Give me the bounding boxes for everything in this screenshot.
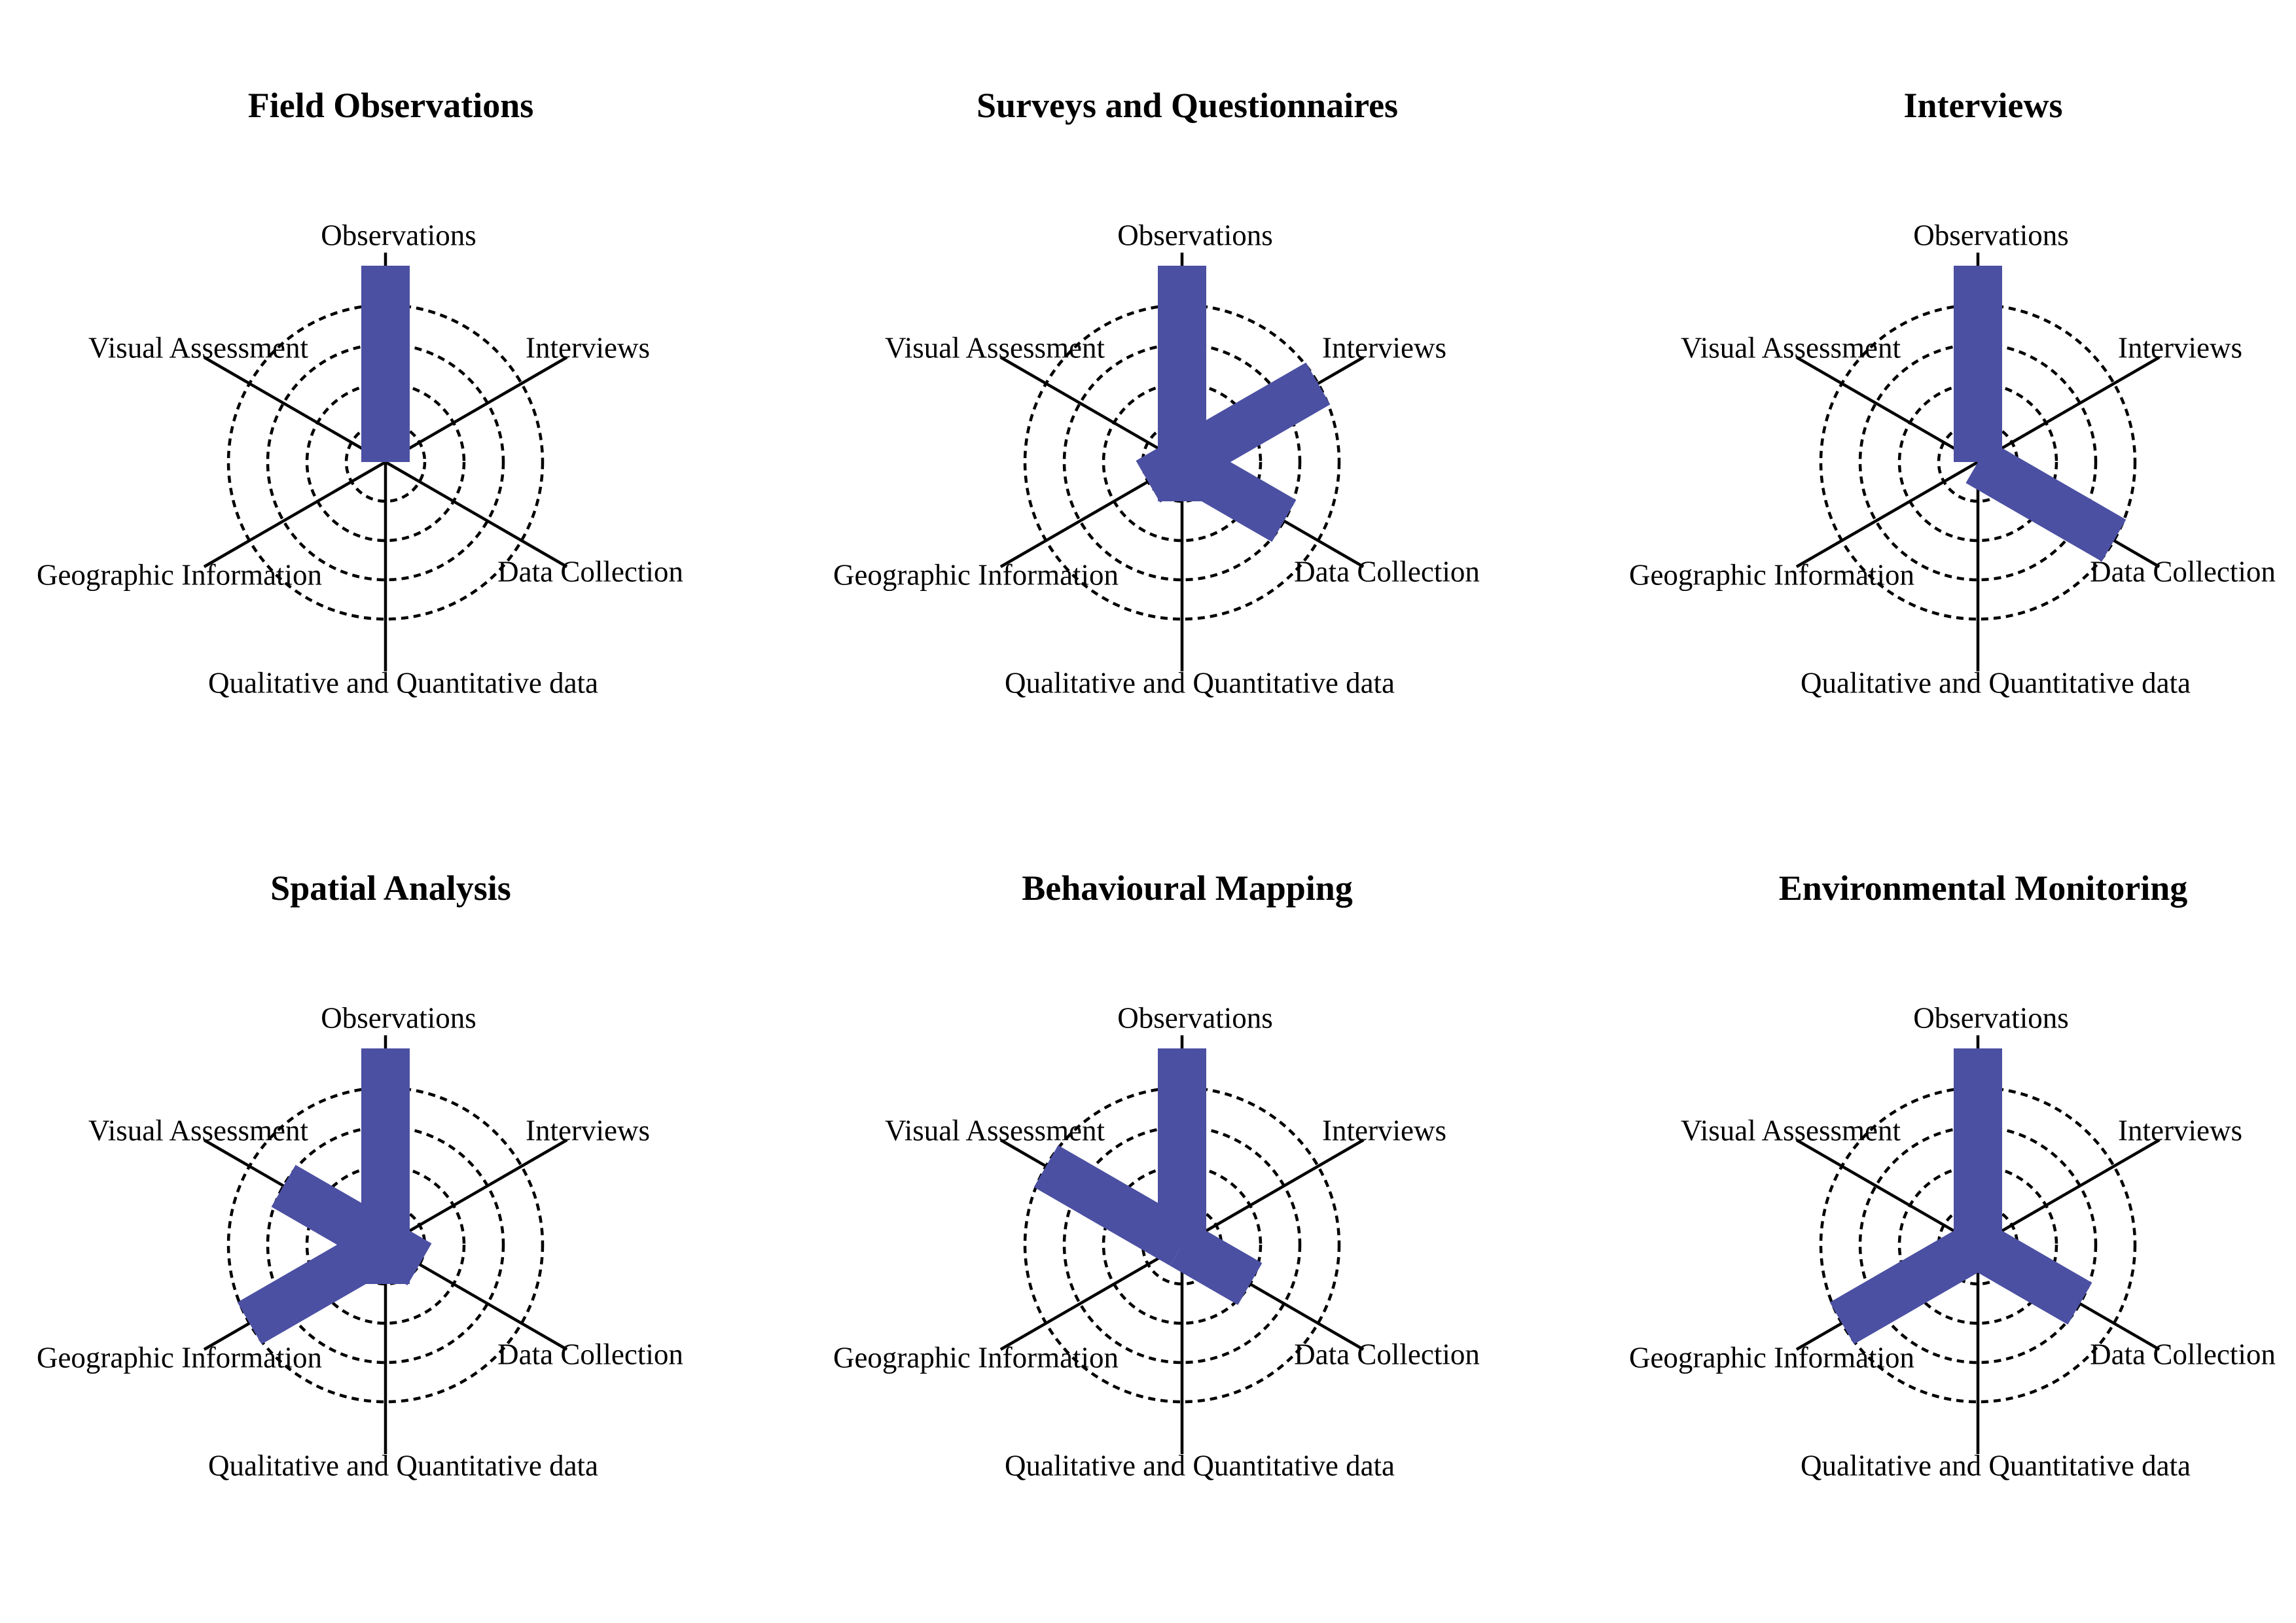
category-label: Observations	[1117, 1001, 1272, 1034]
grid-ring	[1897, 382, 2058, 543]
axis-line	[384, 461, 568, 568]
grid-ring	[305, 382, 466, 543]
panel-title: Behavioural Mapping	[1022, 868, 1353, 908]
category-label: Data Collection	[2090, 555, 2276, 588]
grid-ring	[1102, 382, 1263, 543]
category-label: Data Collection	[1294, 1338, 1480, 1370]
bar	[1829, 1223, 1990, 1345]
category-label: Data Collection	[2090, 1338, 2276, 1370]
category-label: Visual Assessment	[1681, 331, 1901, 364]
category-label: Interviews	[526, 331, 650, 364]
category-label: Visual Assessment	[885, 331, 1105, 364]
grid-ring	[1858, 1125, 2098, 1364]
category-label: Qualitative and Quantitative data	[1801, 1449, 2191, 1482]
bar	[1033, 1145, 1194, 1266]
bar	[1158, 266, 1206, 462]
polar-panel: Environmental Monitoring Observations Inte…	[1629, 868, 2276, 1482]
axis-line	[1795, 1139, 1979, 1246]
category-label: Qualitative and Quantitative data	[208, 1449, 598, 1482]
bar	[1965, 440, 2126, 562]
axis-line	[999, 1243, 1183, 1351]
category-label: Observations	[1117, 219, 1272, 251]
axis-line	[999, 356, 1183, 463]
category-label: Geographic Information	[1629, 558, 1914, 591]
grid-ring	[266, 1125, 505, 1364]
bar	[271, 1164, 398, 1266]
axis-line	[1181, 1139, 1365, 1246]
category-label: Observations	[321, 219, 476, 251]
category-label: Qualitative and Quantitative data	[1801, 666, 2191, 699]
grid-ring	[1062, 342, 1302, 582]
axis-line	[203, 461, 387, 568]
panel-title: Environmental Monitoring	[1779, 868, 2188, 908]
bar	[361, 266, 410, 462]
grid-ring	[266, 342, 505, 582]
axis-line	[1977, 1139, 2161, 1246]
axis-line	[384, 356, 568, 463]
axis-line	[384, 1139, 568, 1246]
axis-line	[1977, 356, 2161, 463]
grid-ring	[1062, 1125, 1302, 1364]
category-label: Qualitative and Quantitative data	[1005, 1449, 1395, 1482]
grid-ring	[1102, 1164, 1263, 1325]
grid-ring	[1897, 1164, 2058, 1325]
polar-panel: Surveys and Questionnaires Observations In…	[833, 86, 1480, 699]
category-label: Observations	[321, 1001, 476, 1034]
category-label: Visual Assessment	[88, 331, 309, 364]
bar	[361, 1048, 410, 1245]
category-label: Qualitative and Quantitative data	[208, 666, 598, 699]
grid-ring	[1858, 342, 2098, 582]
category-label: Qualitative and Quantitative data	[1005, 666, 1395, 699]
axis-line	[1795, 356, 1979, 463]
category-label: Interviews	[2118, 331, 2242, 364]
category-label: Observations	[1913, 1001, 2068, 1034]
polar-panel: Field Observations Observations Interviews…	[37, 86, 683, 699]
category-label: Geographic Information	[833, 1341, 1119, 1374]
grid-ring	[344, 421, 427, 503]
category-label: Geographic Information	[37, 558, 322, 591]
bar	[1136, 440, 1194, 503]
category-label: Observations	[1913, 219, 2068, 251]
category-label: Geographic Information	[37, 1341, 322, 1374]
bar	[1954, 1048, 2002, 1245]
category-label: Interviews	[1322, 331, 1446, 364]
polar-panel: Spatial Analysis Observations Interviews Da…	[37, 868, 683, 1482]
category-label: Visual Assessment	[88, 1114, 309, 1147]
bar	[1954, 266, 2002, 462]
panel-title: Spatial Analysis	[270, 868, 511, 908]
bar	[1965, 1223, 2092, 1325]
category-label: Interviews	[526, 1114, 650, 1147]
panel-title: Field Observations	[248, 86, 534, 125]
axis-line	[203, 356, 387, 463]
category-label: Data Collection	[497, 1338, 683, 1370]
polar-panel: Interviews Observations Interviews Data Col…	[1629, 86, 2276, 699]
category-label: Interviews	[2118, 1114, 2242, 1147]
category-label: Interviews	[1322, 1114, 1446, 1147]
bar	[1158, 1048, 1206, 1245]
category-label: Data Collection	[1294, 555, 1480, 588]
bar	[1170, 1223, 1263, 1306]
category-label: Visual Assessment	[1681, 1114, 1901, 1147]
grid-ring	[305, 1164, 466, 1325]
category-label: Visual Assessment	[885, 1114, 1105, 1147]
category-label: Geographic Information	[1629, 1341, 1914, 1374]
category-label: Data Collection	[497, 555, 683, 588]
axis-line	[1795, 461, 1979, 568]
panel-title: Interviews	[1904, 86, 2063, 125]
category-label: Geographic Information	[833, 558, 1119, 591]
polar-panel: Behavioural Mapping Observations Interview…	[833, 868, 1480, 1482]
panel-title: Surveys and Questionnaires	[977, 86, 1398, 125]
